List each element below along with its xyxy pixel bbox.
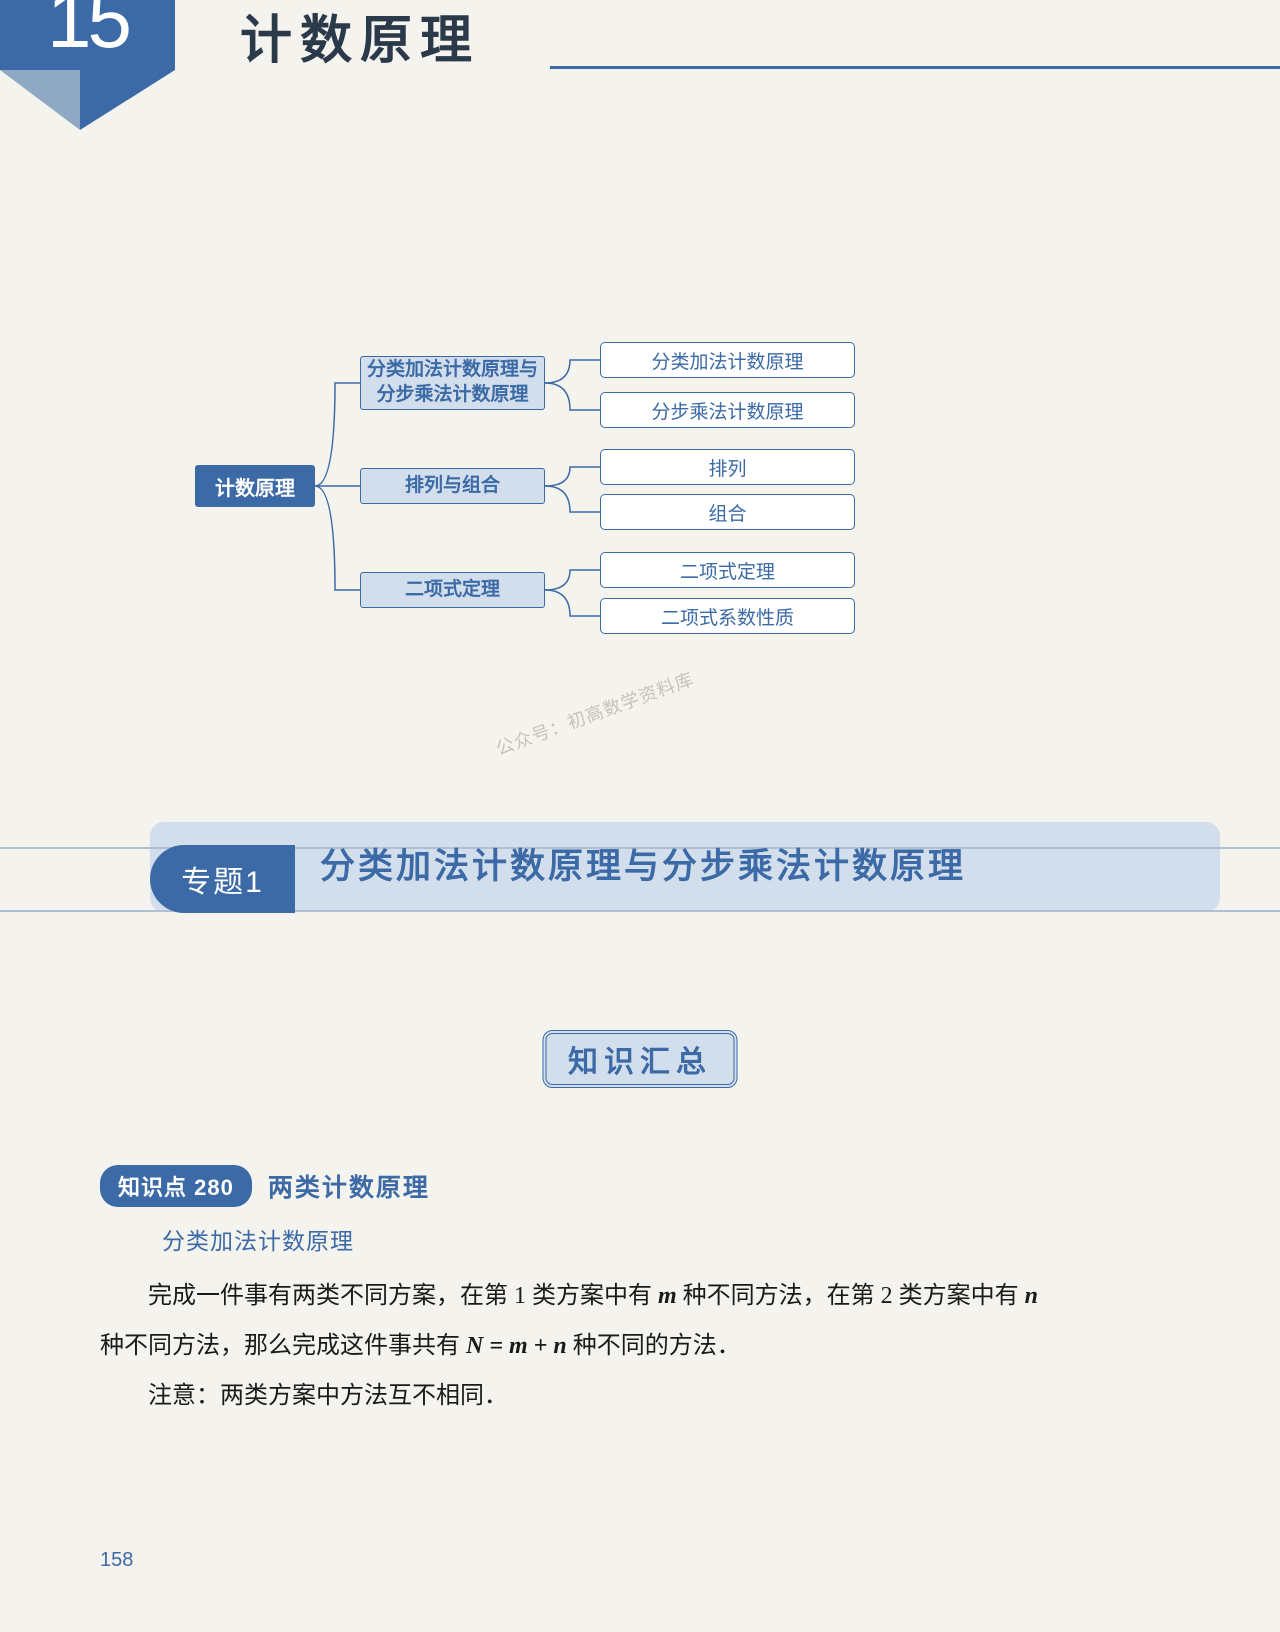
connector-lines	[545, 340, 605, 420]
page-number: 158	[100, 1549, 133, 1572]
math-var: n	[1025, 1283, 1038, 1309]
text: 完成一件事有两类不同方案，在第 1 类方案中有	[148, 1283, 658, 1309]
topic-title: 分类加法计数原理与分步乘法计数原理	[320, 838, 966, 889]
diagram-mid-node: 分类加法计数原理与 分步乘法计数原理	[360, 356, 545, 410]
body-text: 完成一件事有两类不同方案，在第 1 类方案中有 m 种不同方法，在第 2 类方案…	[100, 1272, 1180, 1422]
diagram-mid-node: 二项式定理	[360, 572, 545, 608]
header-decor	[0, 70, 80, 130]
connector-lines	[545, 445, 605, 525]
text: 注意：两类方案中方法互不相同．	[100, 1372, 1180, 1422]
topic-badge: 专题1	[150, 845, 295, 913]
text: 种不同方法，那么完成这件事共有	[100, 1333, 466, 1359]
knowledge-point-row: 知识点 280 两类计数原理	[100, 1165, 430, 1207]
diagram-mid-node: 排列与组合	[360, 468, 545, 504]
knowledge-point-title: 两类计数原理	[268, 1168, 430, 1204]
knowledge-point-badge: 知识点 280	[100, 1165, 252, 1207]
diagram-leaf-node: 组合	[600, 494, 855, 530]
diagram-leaf-node: 二项式定理	[600, 552, 855, 588]
connector-lines	[545, 548, 605, 628]
header-underline	[550, 66, 1280, 69]
header-decor	[80, 70, 175, 130]
chapter-number: 15	[47, 0, 128, 48]
connector-lines	[315, 350, 365, 620]
watermark: 公众号：初高数学资料库	[492, 665, 697, 761]
node-label: 分类加法计数原理与 分步乘法计数原理	[367, 358, 538, 407]
math-equation: N = m + n	[466, 1333, 567, 1359]
diagram-leaf-node: 分步乘法计数原理	[600, 392, 855, 428]
summary-badge: 知识汇总	[543, 1030, 738, 1088]
diagram-root: 计数原理	[195, 465, 315, 507]
chapter-header: 15 计数原理	[0, 0, 1280, 150]
diagram-leaf-node: 排列	[600, 449, 855, 485]
node-label: 二项式定理	[405, 578, 500, 603]
chapter-number-box: 15	[0, 0, 175, 70]
node-label: 排列与组合	[405, 474, 500, 499]
math-var: m	[658, 1283, 677, 1309]
concept-diagram: 计数原理 分类加法计数原理与 分步乘法计数原理 排列与组合 二项式定理 分类加法…	[0, 350, 1280, 670]
knowledge-point-subtitle: 分类加法计数原理	[162, 1222, 354, 1256]
diagram-leaf-node: 二项式系数性质	[600, 598, 855, 634]
text: 种不同的方法．	[567, 1333, 741, 1359]
text: 种不同方法，在第 2 类方案中有	[677, 1283, 1025, 1309]
chapter-title: 计数原理	[240, 0, 480, 73]
diagram-leaf-node: 分类加法计数原理	[600, 342, 855, 378]
